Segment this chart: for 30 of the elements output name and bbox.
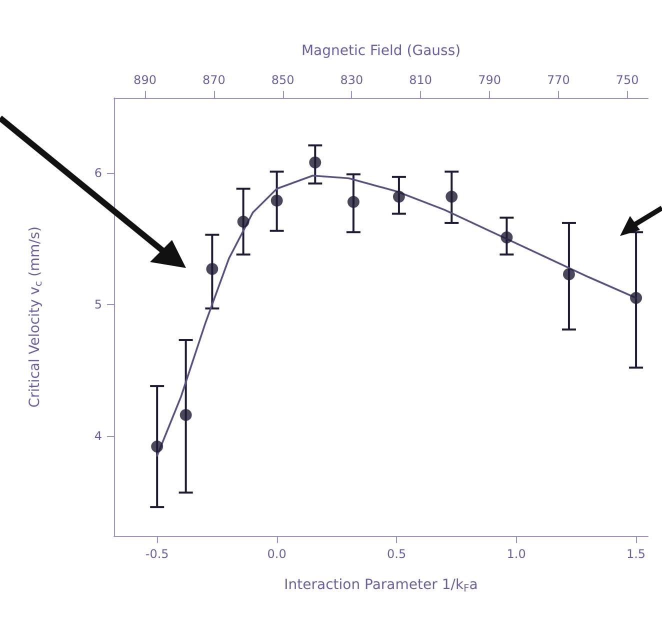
y-tick-label: 6 (94, 166, 102, 180)
x2-tick-label: 770 (546, 73, 570, 87)
x-tick-label: -0.5 (145, 547, 169, 561)
y-tick-label: 5 (94, 298, 102, 312)
point (500, 231, 513, 244)
x2-tick-label: 810 (409, 73, 432, 87)
x2-axis-title: Magnetic Field (Gauss) (301, 43, 461, 59)
x-tick-label: 0.0 (267, 547, 286, 561)
point (630, 292, 642, 304)
point (151, 440, 164, 453)
x-tick-label: 1.0 (506, 547, 526, 561)
point (180, 408, 192, 421)
point (562, 268, 575, 280)
point (270, 194, 283, 207)
point (237, 216, 250, 228)
y-axis-title: Critical Velocity vc (mm/s) (27, 226, 44, 408)
point (392, 190, 405, 203)
x2-tick-label: 890 (134, 73, 156, 87)
x-tick-label: 1.5 (626, 547, 646, 561)
x-tick-label: 0.5 (387, 547, 406, 561)
y-tick-label: 4 (94, 429, 102, 444)
x2-tick-label: 850 (271, 73, 294, 87)
x2-tick-label: 750 (616, 73, 639, 87)
x2-tick-label: 830 (340, 73, 364, 87)
point (446, 190, 458, 203)
x2-tick-label: 790 (478, 73, 501, 87)
point (309, 156, 322, 168)
point (347, 196, 360, 208)
point (206, 262, 218, 275)
x2-tick-label: 870 (202, 73, 226, 87)
